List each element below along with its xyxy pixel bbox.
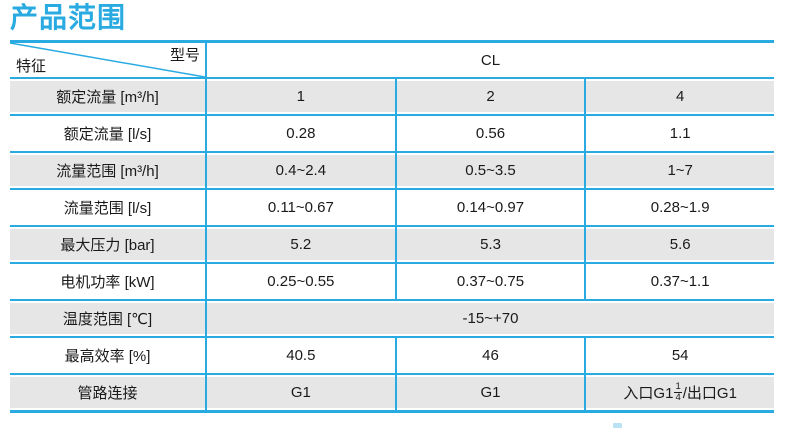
cell-value: 5.3 [394, 227, 585, 262]
row-label: 额定流量 [m³/h] [10, 79, 205, 114]
table-row: 温度范围 [℃] -15~+70 [10, 299, 774, 336]
cell-value: 0.56 [394, 116, 585, 151]
cell-value: 4 [584, 79, 775, 114]
cell-value: 1~7 [584, 153, 775, 188]
row-label: 最大压力 [bar] [10, 227, 205, 262]
pipe-connection-suffix: /出口G1 [682, 385, 737, 402]
table-row: 电机功率 [kW] 0.25~0.55 0.37~0.75 0.37~1.1 [10, 262, 774, 299]
corner-label-feature: 特征 [16, 58, 47, 75]
product-range-table: 型号 特征 CL 额定流量 [m³/h] 1 2 4 额定流量 [l/s] 0.… [10, 40, 775, 413]
cell-value: 54 [584, 338, 774, 373]
row-label: 管路连接 [10, 375, 205, 410]
cell-value: 40.5 [205, 338, 395, 373]
page-title: 产品范围 [10, 2, 127, 33]
row-label: 流量范围 [l/s] [63, 200, 152, 217]
table-row: 额定流量 [l/s] 0.28 0.56 1.1 [10, 114, 774, 151]
cell-value: 0.4~2.4 [205, 153, 395, 188]
cell-value: G1 [205, 375, 395, 410]
table-row: 最高效率 [%] 40.5 46 54 [10, 336, 774, 373]
cell-value: 0.25~0.55 [205, 264, 395, 299]
row-label: 额定流量 [l/s] [63, 126, 152, 143]
cell-value: 0.11~0.67 [205, 190, 395, 225]
table-row: 额定流量 [m³/h] 1 2 4 [10, 77, 775, 114]
cell-value-span: -15~+70 [205, 301, 774, 336]
cell-value: 5.6 [584, 227, 775, 262]
diagonal-corner-cell: 型号 特征 [10, 43, 205, 77]
cell-value: 0.14~0.97 [394, 190, 585, 225]
diagonal-divider-line [10, 43, 205, 77]
stray-mark [613, 423, 622, 428]
table-header-row: 型号 特征 CL [10, 43, 774, 77]
cell-value-pipe-connection: 入口G1 1 4/出口G1 [584, 375, 775, 410]
cell-value: 0.28~1.9 [584, 190, 774, 225]
cell-value: 2 [394, 79, 585, 114]
pipe-connection-prefix: 入口G1 [623, 385, 674, 402]
row-label: 流量范围 [m³/h] [10, 153, 205, 188]
row-label: 电机功率 [kW] [60, 274, 155, 291]
cell-value: 0.37~0.75 [394, 264, 585, 299]
row-label: 最高效率 [%] [64, 348, 151, 365]
cell-value: 0.5~3.5 [394, 153, 585, 188]
table-row: 流量范围 [m³/h] 0.4~2.4 0.5~3.5 1~7 [10, 151, 775, 188]
table-row: 流量范围 [l/s] 0.11~0.67 0.14~0.97 0.28~1.9 [10, 188, 774, 225]
model-header-cell: CL [205, 43, 774, 77]
table-row: 最大压力 [bar] 5.2 5.3 5.6 [10, 225, 775, 262]
cell-value: 46 [394, 338, 585, 373]
table-row: 管路连接 G1 G1 入口G1 1 4/出口G1 [10, 373, 775, 410]
cell-value: 0.37~1.1 [584, 264, 774, 299]
row-label: 温度范围 [℃] [10, 301, 205, 336]
cell-value: 1.1 [584, 116, 774, 151]
cell-value: 5.2 [205, 227, 395, 262]
cell-value: G1 [394, 375, 585, 410]
cell-value: 1 [205, 79, 395, 114]
corner-label-model: 型号 [169, 47, 200, 64]
cell-value: 0.28 [205, 116, 395, 151]
